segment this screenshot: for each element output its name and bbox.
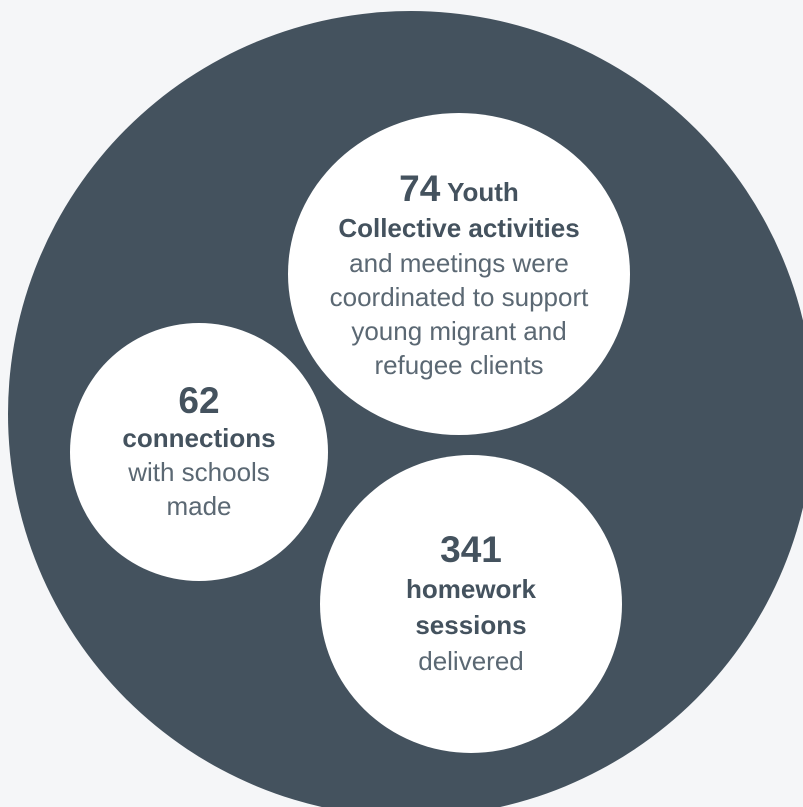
stat-number: 341 — [440, 529, 502, 570]
stat-bubble-youth-collective: 74 Youth Collective activities and meeti… — [288, 113, 630, 435]
stat-description: and meetings were coordinated to support… — [329, 247, 589, 380]
stat-description: with schools made — [128, 457, 270, 521]
stat-bubble-connections: 62 connections with schools made — [70, 323, 328, 581]
stat-bold-inline: Youth — [447, 176, 519, 207]
stat-bold-label: connections — [122, 423, 276, 453]
stat-bold-label: homework sessions — [405, 574, 537, 640]
stat-heading: 74 Youth — [399, 167, 519, 210]
stat-number: 62 — [178, 380, 220, 421]
stat-number: 74 — [399, 167, 441, 209]
stat-bold-label: Collective activities — [338, 212, 580, 243]
stat-description: delivered — [418, 646, 524, 676]
stat-bubble-homework: 341 homework sessions delivered — [320, 455, 622, 753]
